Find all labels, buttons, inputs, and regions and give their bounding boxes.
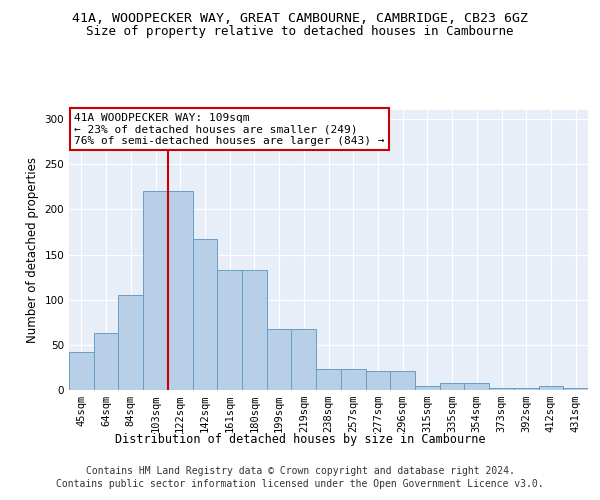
Bar [193,239,217,390]
Bar [539,386,563,390]
Bar [440,383,464,390]
Bar [292,328,316,390]
Bar [143,192,168,390]
Text: Size of property relative to detached houses in Cambourne: Size of property relative to detached ho… [86,25,514,38]
Bar [168,192,193,390]
Bar [118,295,143,390]
Text: 41A, WOODPECKER WAY, GREAT CAMBOURNE, CAMBRIDGE, CB23 6GZ: 41A, WOODPECKER WAY, GREAT CAMBOURNE, CA… [72,12,528,26]
Text: Contains public sector information licensed under the Open Government Licence v3: Contains public sector information licen… [56,479,544,489]
Bar [267,328,292,390]
Text: Distribution of detached houses by size in Cambourne: Distribution of detached houses by size … [115,432,485,446]
Bar [489,388,514,390]
Bar [390,371,415,390]
Bar [514,388,539,390]
Bar [316,369,341,390]
Bar [415,386,440,390]
Bar [341,369,365,390]
Y-axis label: Number of detached properties: Number of detached properties [26,157,39,343]
Text: 41A WOODPECKER WAY: 109sqm
← 23% of detached houses are smaller (249)
76% of sem: 41A WOODPECKER WAY: 109sqm ← 23% of deta… [74,113,385,146]
Bar [365,371,390,390]
Bar [69,352,94,390]
Bar [217,270,242,390]
Bar [464,383,489,390]
Text: Contains HM Land Registry data © Crown copyright and database right 2024.: Contains HM Land Registry data © Crown c… [86,466,514,476]
Bar [94,333,118,390]
Bar [563,388,588,390]
Bar [242,270,267,390]
